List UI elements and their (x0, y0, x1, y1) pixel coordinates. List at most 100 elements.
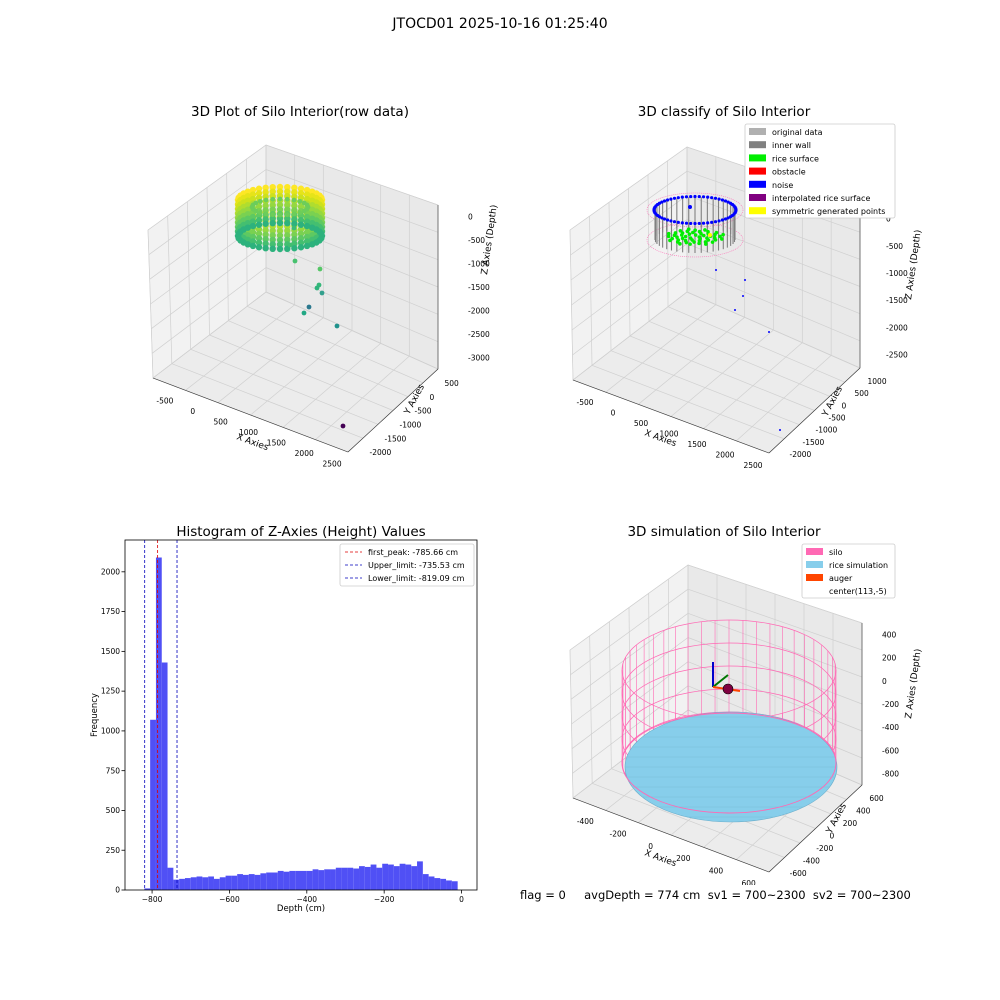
tick-label: -500 (415, 407, 432, 416)
scatter-point (269, 215, 276, 222)
legend-swatch (806, 561, 823, 568)
histogram-bar (161, 662, 168, 890)
panel-classify-3d: -500 0 500 1000 1500 2000 2500 1000 500 0 -500 -100… (569, 104, 924, 470)
scatter-point (249, 186, 257, 194)
scatter-point (255, 235, 263, 242)
legend-label: interpolated rice surface (772, 194, 870, 203)
rice-surface-point (675, 235, 679, 239)
histogram-bar (405, 864, 412, 890)
tick-label: -1000 (816, 426, 838, 435)
scatter-point (284, 196, 290, 202)
silo-ring (621, 712, 837, 814)
rice-surface-point (687, 232, 692, 236)
scatter-point (269, 236, 276, 244)
noise-point (697, 221, 701, 226)
histogram-bar (295, 870, 301, 890)
noise-point (768, 331, 770, 333)
legend-label: inner wall (772, 141, 811, 150)
legend-swatch (749, 128, 766, 135)
scatter-point (303, 186, 311, 194)
tick-label: 0 (648, 842, 653, 851)
legend-swatch (749, 194, 766, 201)
y-tick-label: 2000 (101, 567, 120, 576)
tick-label: -3000 (468, 353, 490, 362)
noise-point (662, 199, 667, 203)
tick-label: -400 (882, 723, 899, 732)
scatter-point (276, 206, 284, 213)
noise-point (660, 200, 664, 204)
legend-swatch (749, 154, 766, 162)
scatter-point (262, 184, 269, 191)
legend-swatch (806, 548, 823, 555)
tick-label: -1500 (803, 438, 825, 447)
rice-surface-point (692, 240, 696, 244)
rice-surface-point (678, 228, 683, 233)
scatter-point (276, 236, 284, 244)
scatter-point (291, 240, 298, 247)
tick-label: 0 (468, 213, 473, 222)
scatter-point (249, 242, 257, 250)
tick-label: 500 (213, 417, 228, 426)
rice-surface-point (680, 236, 685, 241)
grid-line (570, 170, 688, 256)
grid-line (265, 291, 439, 370)
legend-label: obstacle (772, 168, 806, 177)
histogram-bar (324, 869, 331, 890)
histogram-bar (167, 867, 174, 890)
scatter-point (291, 236, 298, 243)
chart-title: 3D Plot of Silo Interior(row data) (191, 104, 409, 120)
scatter-point (276, 183, 284, 191)
tick-label: -200 (816, 844, 833, 853)
axis-arrow (712, 674, 729, 688)
x-tick-label: 0 (459, 895, 464, 904)
tick-label: -2500 (886, 350, 908, 359)
histogram-bar (271, 872, 278, 890)
z-axis-label: Z Axies (Depth) (904, 229, 924, 300)
scatter-point (276, 188, 284, 195)
histogram-bar (370, 864, 377, 890)
legend-label: rice simulation (829, 561, 888, 570)
scatter-point (269, 188, 276, 195)
interpolated-shell (646, 192, 744, 228)
histogram-bar (393, 866, 400, 890)
scatter-point (262, 240, 269, 247)
interpolated-shell (646, 222, 744, 258)
scatter-point (249, 233, 257, 241)
scatter-point (270, 196, 276, 202)
scatter-point (284, 245, 291, 253)
scatter-point (319, 290, 325, 296)
scatter-point (291, 216, 298, 223)
tick-label: -600 (882, 746, 899, 755)
tick-label: -500 (886, 242, 903, 251)
tick-label: -1500 (385, 434, 407, 443)
noise-point (723, 199, 728, 203)
noise-point (717, 219, 721, 223)
tick-label: 500 (634, 419, 649, 428)
scatter-point (262, 202, 269, 209)
scatter-point (269, 206, 276, 213)
noise-point (742, 295, 744, 297)
scatter-point (276, 201, 284, 209)
legend-swatch (749, 207, 766, 215)
histogram-bar (254, 874, 261, 890)
tick-label: 2500 (743, 461, 762, 470)
scatter-point (277, 212, 283, 218)
tick-label: -2000 (370, 448, 392, 457)
noise-point (693, 221, 697, 226)
rice-surface-point (697, 241, 701, 246)
scatter-point (297, 239, 305, 246)
histogram-bar (388, 864, 394, 890)
scatter-point (284, 206, 291, 213)
panel-histogram: −800 −600 −400 −200 0 0 250 500 750 1000 1250 1500 1… (90, 524, 478, 914)
scatter-point (303, 213, 311, 221)
legend-label: symmetric generated points (772, 207, 885, 216)
histogram-bar (237, 874, 243, 890)
noise-point (720, 198, 725, 202)
y-tick-label: 0 (115, 886, 120, 895)
noise-point (676, 196, 680, 200)
scatter-point (303, 233, 311, 241)
tick-label: 2500 (323, 460, 342, 469)
scatter-point (303, 218, 311, 225)
noise-point (684, 195, 689, 199)
tick-labels: -500 0 500 1000 1500 2000 2500 1000 500 0 -500 -100… (576, 215, 908, 470)
